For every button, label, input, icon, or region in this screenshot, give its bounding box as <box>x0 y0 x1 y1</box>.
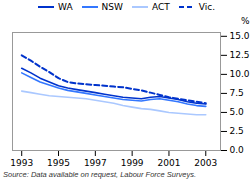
svg-text:0.0: 0.0 <box>230 145 245 155</box>
svg-text:2.5: 2.5 <box>230 126 244 136</box>
svg-text:1997: 1997 <box>84 158 107 168</box>
html-text:NSW: NSW <box>101 2 123 12</box>
svg-text:10.0: 10.0 <box>230 69 250 79</box>
html-text:Vic.: Vic. <box>198 2 215 12</box>
svg-text:12.5: 12.5 <box>230 50 250 60</box>
svg-text:2003: 2003 <box>194 158 217 168</box>
svg-text:1993: 1993 <box>10 158 33 168</box>
svg-text:15.0: 15.0 <box>230 31 250 41</box>
svg-text:2001: 2001 <box>158 158 181 168</box>
svg-text:1999: 1999 <box>121 158 144 168</box>
svg-text:7.5: 7.5 <box>230 88 244 98</box>
html-text:WA: WA <box>58 2 73 12</box>
svg-text:5.0: 5.0 <box>230 107 245 117</box>
html-text:ACT: ACT <box>151 2 170 12</box>
html-text:Source: Data available on requ: Source: Data available on request, Labou… <box>3 170 196 179</box>
svg-text:%: % <box>241 16 250 26</box>
svg-text:1995: 1995 <box>47 158 70 168</box>
